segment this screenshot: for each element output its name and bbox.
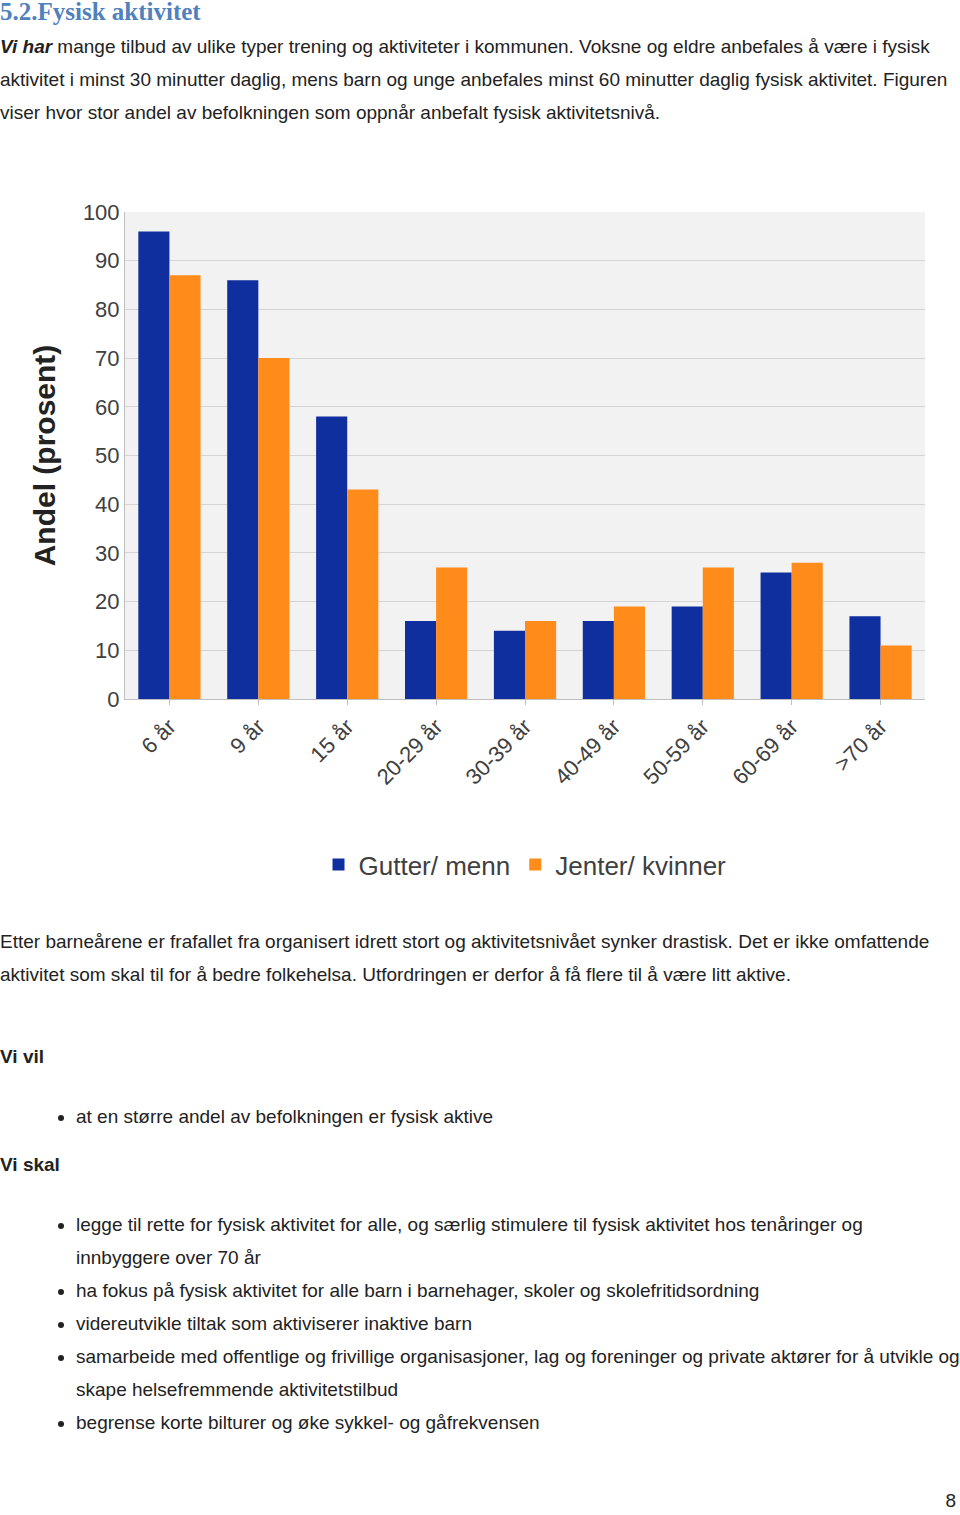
html-text:legge til rette for fysisk akt: legge til rette for fysisk aktivitet for…	[76, 1214, 863, 1268]
svg-text:60: 60	[95, 395, 119, 420]
html-text:videreutvikle tiltak som aktiv: videreutvikle tiltak som aktiviserer ina…	[76, 1313, 472, 1334]
svg-text:9 år: 9 år	[225, 714, 269, 758]
html-text:ha fokus på fysisk aktivitet f: ha fokus på fysisk aktivitet for alle ba…	[76, 1280, 760, 1301]
svg-text:70: 70	[95, 346, 119, 371]
svg-text:40: 40	[95, 492, 119, 517]
html-text:samarbeide med offentlige og f: samarbeide med offentlige og frivillige …	[76, 1346, 960, 1400]
svg-text:40-49 år: 40-49 år	[550, 714, 626, 790]
svg-text:60-69 år: 60-69 år	[727, 714, 803, 790]
svg-text:50: 50	[95, 443, 119, 468]
html-text:Vi har mange tilbud av ulike t: Vi har mange tilbud av ulike typer treni…	[0, 36, 948, 123]
html-text:Etter barneårene er frafallet: Etter barneårene er frafallet fra organi…	[0, 931, 930, 985]
html-text:8: 8	[945, 1490, 956, 1511]
svg-text:Jenter/ kvinner: Jenter/ kvinner	[555, 851, 726, 881]
svg-text:30: 30	[95, 541, 119, 566]
svg-text:10: 10	[95, 638, 119, 663]
html-text:at en større andel av befolkni: at en større andel av befolkningen er fy…	[76, 1106, 494, 1127]
svg-text:>70 år: >70 år	[830, 714, 892, 776]
html-text:Vi vil: Vi vil	[0, 1046, 44, 1067]
html-text:begrense korte bilturer og øke: begrense korte bilturer og øke sykkel- o…	[76, 1412, 540, 1433]
svg-text:80: 80	[95, 297, 119, 322]
svg-text:90: 90	[95, 248, 119, 273]
svg-text:30-39 år: 30-39 år	[461, 714, 537, 790]
svg-text:20-29 år: 20-29 år	[372, 714, 448, 790]
svg-text:100: 100	[83, 200, 120, 225]
html-text:Vi skal: Vi skal	[0, 1154, 60, 1175]
svg-text:Andel (prosent): Andel (prosent)	[28, 345, 61, 567]
svg-text:20: 20	[95, 589, 119, 614]
svg-text:15 år: 15 år	[305, 714, 358, 767]
svg-text:50-59 år: 50-59 år	[638, 714, 714, 790]
svg-text:6 år: 6 år	[136, 714, 180, 758]
svg-text:Gutter/ menn: Gutter/ menn	[359, 851, 511, 881]
svg-text:0: 0	[107, 687, 119, 712]
